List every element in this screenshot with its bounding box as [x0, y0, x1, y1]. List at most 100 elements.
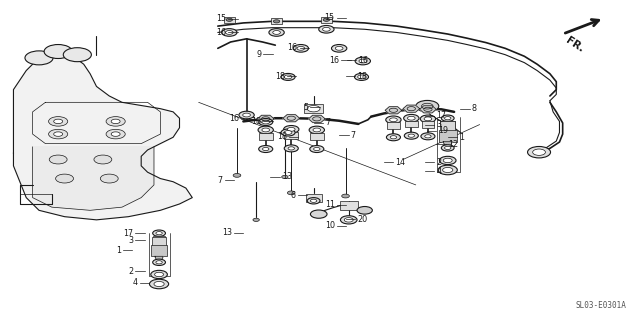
- Circle shape: [287, 191, 295, 195]
- Polygon shape: [420, 106, 436, 113]
- Circle shape: [106, 117, 125, 126]
- Polygon shape: [13, 51, 192, 220]
- Circle shape: [386, 116, 401, 123]
- Circle shape: [293, 45, 308, 52]
- Circle shape: [408, 134, 415, 137]
- Bar: [259, 133, 273, 140]
- Circle shape: [313, 128, 321, 132]
- Circle shape: [259, 119, 273, 125]
- Circle shape: [332, 45, 347, 52]
- Circle shape: [421, 133, 435, 140]
- Bar: [223, 17, 235, 23]
- Circle shape: [106, 129, 125, 139]
- Circle shape: [94, 155, 112, 164]
- Text: 7: 7: [218, 176, 223, 185]
- Circle shape: [153, 259, 166, 265]
- Circle shape: [284, 145, 298, 152]
- Circle shape: [340, 216, 357, 224]
- Circle shape: [56, 174, 74, 183]
- Bar: [153, 236, 166, 243]
- Circle shape: [233, 174, 241, 177]
- Circle shape: [258, 126, 273, 134]
- Polygon shape: [443, 142, 452, 146]
- Text: 17: 17: [436, 111, 446, 121]
- Text: 2: 2: [129, 267, 134, 276]
- Circle shape: [443, 167, 453, 173]
- Text: 12: 12: [448, 140, 458, 149]
- Text: 14: 14: [396, 158, 405, 167]
- Circle shape: [156, 232, 163, 235]
- Circle shape: [442, 145, 454, 151]
- Circle shape: [387, 134, 401, 141]
- Text: 1: 1: [116, 246, 121, 255]
- Bar: [440, 122, 456, 131]
- Circle shape: [153, 230, 166, 236]
- Circle shape: [49, 129, 68, 139]
- Bar: [438, 130, 457, 142]
- Text: 1: 1: [460, 133, 464, 142]
- Circle shape: [404, 132, 419, 139]
- Circle shape: [54, 132, 63, 136]
- Circle shape: [151, 270, 168, 278]
- Circle shape: [284, 75, 292, 79]
- Circle shape: [111, 119, 120, 123]
- Circle shape: [262, 147, 269, 151]
- Circle shape: [63, 48, 92, 62]
- Circle shape: [44, 45, 72, 58]
- Text: 3: 3: [436, 120, 441, 129]
- Text: 11: 11: [324, 200, 335, 209]
- Text: FR.: FR.: [564, 35, 586, 54]
- Circle shape: [307, 106, 320, 112]
- Circle shape: [357, 206, 372, 214]
- Circle shape: [284, 130, 292, 134]
- Text: 19: 19: [438, 126, 448, 135]
- Polygon shape: [155, 256, 163, 261]
- Circle shape: [309, 126, 324, 134]
- Bar: [405, 121, 418, 127]
- Circle shape: [49, 155, 67, 164]
- Circle shape: [284, 125, 299, 133]
- Circle shape: [335, 47, 343, 50]
- Circle shape: [310, 145, 324, 152]
- Text: 18: 18: [357, 72, 367, 81]
- Text: 17: 17: [124, 229, 134, 238]
- Circle shape: [390, 136, 397, 139]
- Circle shape: [239, 111, 254, 119]
- Circle shape: [262, 128, 269, 132]
- Circle shape: [408, 116, 415, 120]
- Circle shape: [344, 218, 353, 222]
- Circle shape: [424, 117, 432, 121]
- Text: 7: 7: [325, 118, 330, 128]
- Circle shape: [310, 199, 317, 202]
- Circle shape: [100, 174, 118, 183]
- Polygon shape: [385, 107, 402, 114]
- Bar: [310, 133, 324, 140]
- Bar: [150, 245, 168, 256]
- Circle shape: [323, 18, 330, 21]
- Circle shape: [282, 175, 288, 179]
- Text: 2: 2: [436, 158, 442, 167]
- Text: 4: 4: [436, 167, 441, 176]
- Circle shape: [281, 129, 295, 136]
- Text: 15: 15: [216, 14, 226, 23]
- Text: 16: 16: [329, 56, 339, 65]
- Polygon shape: [403, 105, 420, 112]
- Circle shape: [281, 73, 295, 80]
- Text: 5: 5: [303, 103, 308, 112]
- Bar: [306, 194, 321, 202]
- Circle shape: [319, 26, 334, 33]
- Bar: [304, 104, 323, 114]
- Bar: [284, 132, 298, 139]
- Bar: [321, 17, 332, 23]
- Circle shape: [297, 47, 305, 50]
- Text: 10: 10: [324, 221, 335, 230]
- Circle shape: [342, 194, 349, 198]
- Polygon shape: [33, 147, 154, 210]
- Circle shape: [420, 115, 436, 123]
- Circle shape: [288, 147, 294, 150]
- Circle shape: [527, 146, 550, 158]
- Text: 18: 18: [276, 132, 287, 141]
- Bar: [441, 121, 455, 128]
- Circle shape: [221, 29, 237, 36]
- Text: 16: 16: [358, 56, 368, 65]
